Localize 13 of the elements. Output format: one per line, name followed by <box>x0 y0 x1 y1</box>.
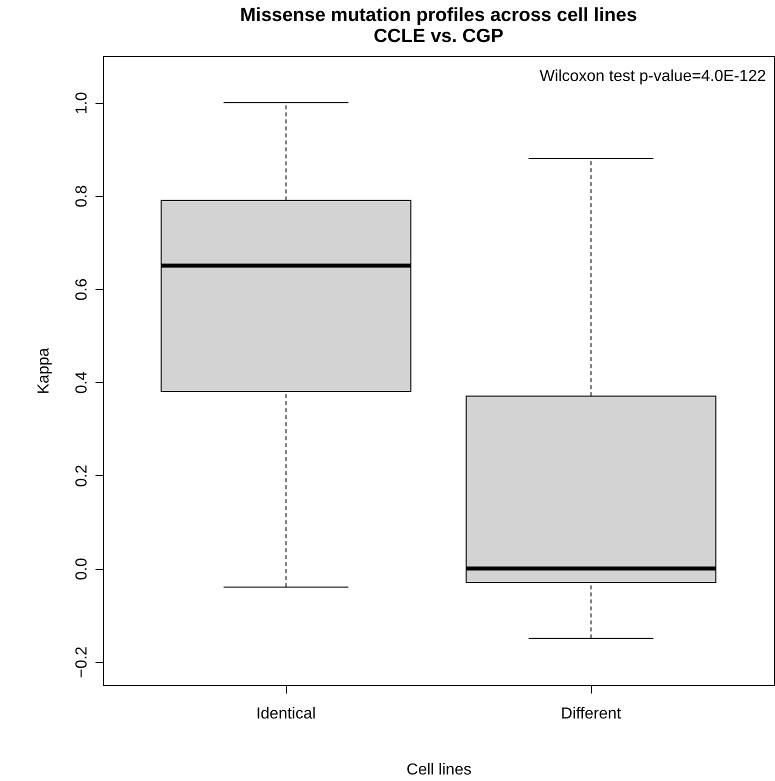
chart-title: Missense mutation profiles across cell lines CCLE vs. CGP <box>240 5 638 47</box>
y-tick-label: 0.4 <box>74 371 90 394</box>
x-tick-label: Identical <box>256 706 316 722</box>
y-tick-label: 0.6 <box>74 278 90 301</box>
y-tick-label: 0.8 <box>74 185 90 208</box>
y-tick-label: 0.0 <box>74 558 90 580</box>
y-axis-title: Kappa <box>36 348 52 394</box>
y-tick-label: 0.2 <box>74 464 90 487</box>
y-tick-label: −0.2 <box>74 646 90 678</box>
y-tick-label: 1.0 <box>74 92 90 114</box>
x-axis-title: Cell lines <box>406 762 472 778</box>
annotation: Wilcoxon test p-value=4.0E-122 <box>540 68 766 85</box>
x-tick-label: Different <box>560 706 622 722</box>
